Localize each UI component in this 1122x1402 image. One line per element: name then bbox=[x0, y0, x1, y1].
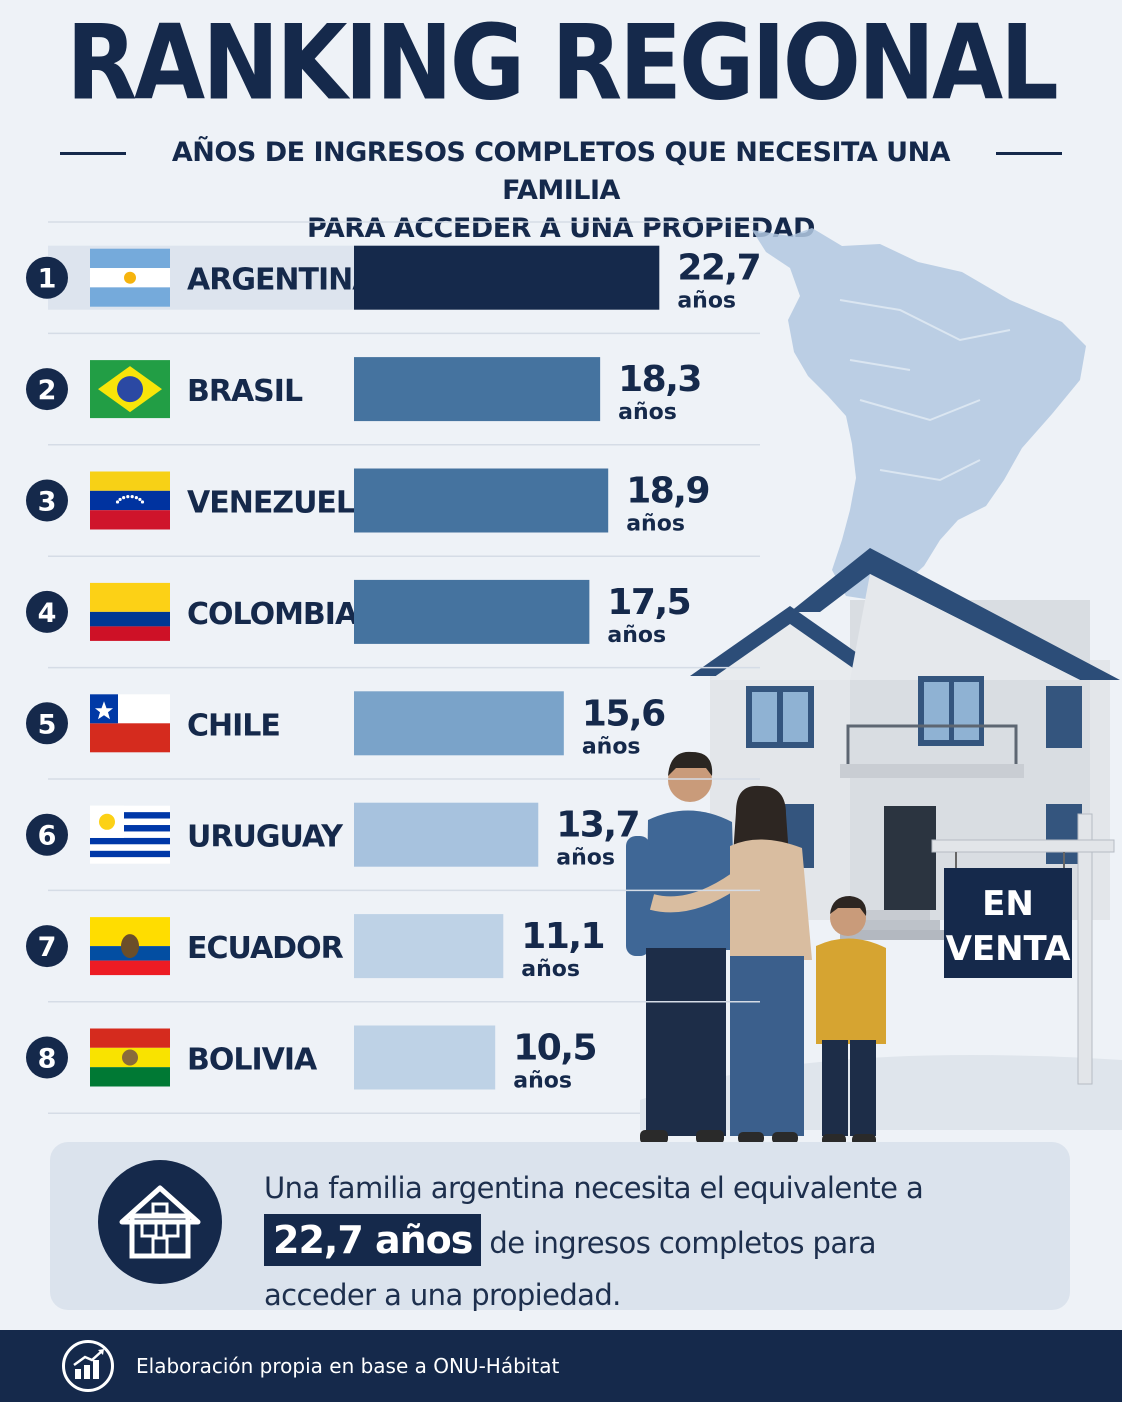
country-label: URUGUAY bbox=[187, 820, 344, 855]
country-label: ECUADOR bbox=[187, 931, 344, 966]
uruguay-flag-icon bbox=[90, 805, 170, 864]
argentina-flag-icon bbox=[90, 248, 170, 307]
value-label: 18,3 bbox=[618, 359, 701, 400]
summary-highlight: 22,7 años bbox=[264, 1214, 482, 1266]
chile-flag-icon bbox=[90, 694, 170, 753]
summary-line-2-text: de ingresos completos para bbox=[489, 1226, 876, 1260]
country-label: VENEZUELA bbox=[187, 486, 378, 521]
rank-number: 5 bbox=[38, 709, 57, 740]
rank-badge bbox=[26, 813, 68, 856]
rank-number: 3 bbox=[38, 487, 57, 518]
summary-line-2: 22,7 años de ingresos completos para bbox=[264, 1214, 1044, 1269]
venezuela-flag-icon bbox=[90, 471, 170, 530]
chart-bar bbox=[354, 579, 590, 644]
value-label: 11,1 bbox=[521, 916, 604, 957]
subtitle-line-1: AÑOS DE INGRESOS COMPLETOS QUE NECESITA … bbox=[171, 137, 951, 206]
page-subtitle: AÑOS DE INGRESOS COMPLETOS QUE NECESITA … bbox=[150, 134, 972, 248]
unit-label: años bbox=[626, 512, 685, 537]
rank-number: 1 bbox=[38, 264, 57, 295]
rank-badge bbox=[26, 256, 68, 299]
unit-label: años bbox=[607, 623, 666, 648]
chart-bar bbox=[354, 468, 609, 533]
chart-bar bbox=[354, 691, 564, 756]
footer-source: Elaboración propia en base a ONU-Hábitat bbox=[136, 1354, 560, 1378]
summary-line-3: acceder a una propiedad. bbox=[264, 1278, 621, 1312]
unit-label: años bbox=[556, 846, 615, 871]
row-separators bbox=[48, 221, 760, 1114]
chart-bar bbox=[354, 1025, 496, 1090]
rank-badge bbox=[26, 1036, 68, 1079]
ranking-chart: EN VENTA bbox=[26, 221, 1122, 1146]
rank-number: 4 bbox=[38, 598, 57, 629]
rank-badge bbox=[26, 702, 68, 745]
unit-label: años bbox=[582, 734, 641, 759]
brazil-flag-icon bbox=[90, 360, 170, 419]
unit-label: años bbox=[618, 400, 677, 425]
bolivia-flag-icon bbox=[90, 1028, 170, 1087]
unit-label: años bbox=[521, 957, 580, 982]
value-label: 22,7 bbox=[677, 248, 760, 289]
unit-label: años bbox=[513, 1069, 572, 1094]
value-label: 17,5 bbox=[607, 582, 690, 623]
summary-note: Una familia argentina necesita el equiva… bbox=[50, 1142, 1070, 1312]
sign-line-2: VENTA bbox=[946, 929, 1072, 969]
rank-number: 7 bbox=[38, 932, 57, 963]
house-icon bbox=[98, 1160, 222, 1284]
chart-bar bbox=[354, 914, 504, 979]
for-sale-sign: EN VENTA bbox=[931, 813, 1115, 1085]
footer: Elaboración propia en base a ONU-Hábitat bbox=[0, 1330, 1122, 1402]
country-label: ARGENTINA bbox=[187, 263, 376, 298]
colombia-flag-icon bbox=[90, 582, 170, 641]
country-label: COLOMBIA bbox=[187, 597, 359, 632]
value-label: 10,5 bbox=[513, 1028, 596, 1069]
rank-number: 2 bbox=[38, 375, 57, 406]
chart-bar bbox=[354, 802, 539, 867]
rank-number: 6 bbox=[38, 821, 57, 852]
value-label: 18,9 bbox=[626, 471, 709, 512]
rank-badge bbox=[26, 368, 68, 411]
country-label: BOLIVIA bbox=[187, 1043, 318, 1078]
rank-badge bbox=[26, 925, 68, 968]
summary-text: Una familia argentina necesita el equiva… bbox=[264, 1162, 1044, 1321]
page-title: RANKING REGIONAL bbox=[66, 3, 1059, 124]
value-label: 13,7 bbox=[556, 805, 639, 846]
chart-growth-icon bbox=[62, 1340, 114, 1392]
country-label: BRASIL bbox=[187, 374, 303, 409]
rank-number: 8 bbox=[38, 1044, 57, 1075]
chart-bar bbox=[354, 245, 660, 310]
subtitle-line-2: PARA ACCEDER A UNA PROPIEDAD bbox=[307, 213, 815, 244]
unit-label: años bbox=[677, 289, 736, 314]
summary-line-1: Una familia argentina necesita el equiva… bbox=[264, 1171, 924, 1205]
south-america-map bbox=[752, 228, 1086, 600]
subtitle-rule-left bbox=[60, 152, 126, 155]
rank-badge bbox=[26, 479, 68, 522]
rank-badge bbox=[26, 590, 68, 633]
value-label: 15,6 bbox=[582, 693, 665, 734]
country-label: CHILE bbox=[187, 708, 280, 743]
chart-bar bbox=[354, 357, 601, 422]
subtitle-rule-right bbox=[996, 152, 1062, 155]
ecuador-flag-icon bbox=[90, 917, 170, 976]
sign-line-1: EN bbox=[982, 884, 1034, 924]
